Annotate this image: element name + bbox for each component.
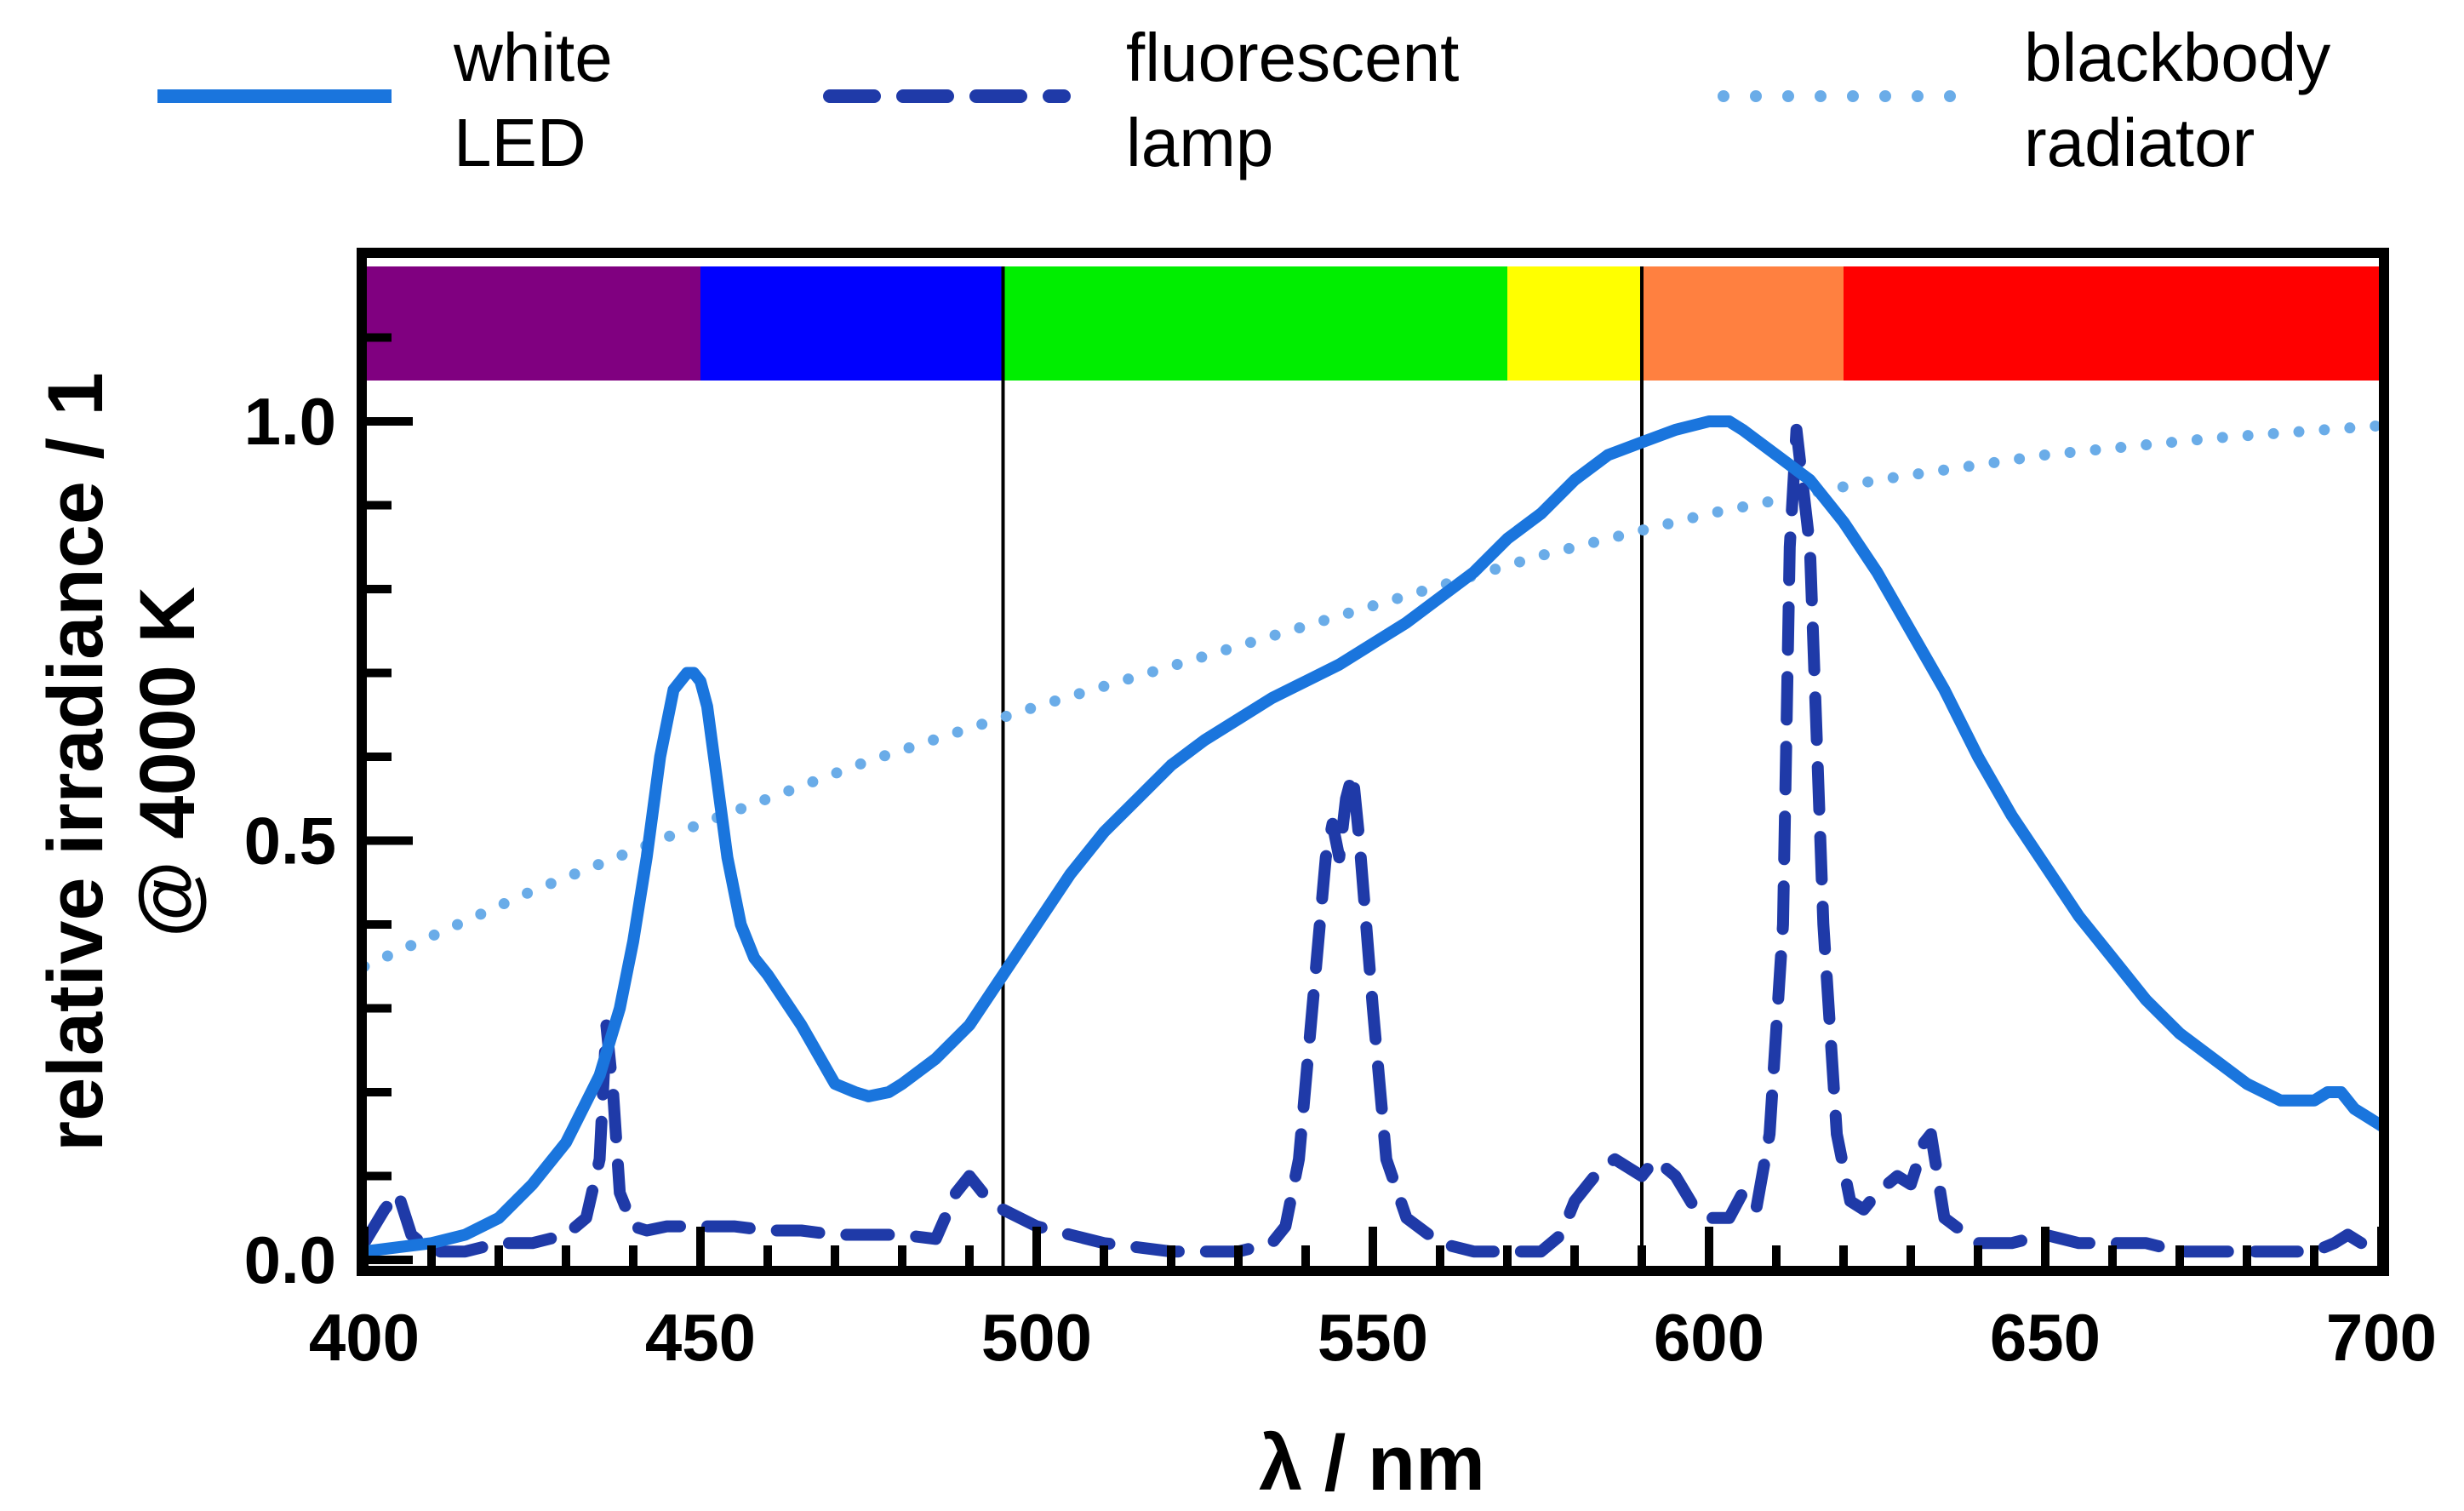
legend-label-white-led-2: LED xyxy=(454,105,586,180)
x-tick-label: 450 xyxy=(645,1300,756,1375)
legend-entry-fluorescent-lamp: fluorescent lamp xyxy=(823,20,1459,180)
x-tick-label: 500 xyxy=(981,1300,1092,1375)
visible-spectrum-bands xyxy=(364,266,2381,381)
color-band-2 xyxy=(1003,266,1507,381)
color-band-1 xyxy=(700,266,1003,381)
legend-label-fluorescent-lamp-2: lamp xyxy=(1126,105,1273,180)
legend-label-fluorescent-lamp-1: fluorescent xyxy=(1126,20,1459,95)
color-band-4 xyxy=(1642,266,1844,381)
color-band-3 xyxy=(1507,266,1642,381)
y-tick-label: 0.5 xyxy=(244,804,336,879)
y-tick-label: 0.0 xyxy=(244,1222,336,1297)
axis-ticks xyxy=(360,333,2386,1271)
x-tick-label: 400 xyxy=(309,1300,420,1375)
legend-entry-white-led: white LED xyxy=(157,20,613,180)
legend-label-white-led-1: white xyxy=(453,20,613,95)
color-band-0 xyxy=(364,266,700,381)
y-axis-title-line-2: @ 4000 K xyxy=(124,587,211,937)
x-axis-title: λ / nm xyxy=(1259,1420,1485,1507)
series-line-blackbody-radiator xyxy=(364,420,2381,972)
x-tick-label: 650 xyxy=(1990,1300,2101,1375)
series-line-white-led xyxy=(364,415,2381,1258)
tick-labels: 400 450 500 550 600 650 700 0.0 0.5 1.0 xyxy=(244,384,2438,1375)
series-line-fluorescent-lamp xyxy=(364,423,2381,1258)
region-dividers xyxy=(1001,266,1644,1268)
y-tick-label: 1.0 xyxy=(244,384,336,459)
color-band-5 xyxy=(1844,266,2381,381)
x-tick-label: 700 xyxy=(2326,1300,2437,1375)
legend-entry-blackbody-radiator: blackbody radiator xyxy=(1718,20,2330,180)
legend-label-blackbody-radiator-2: radiator xyxy=(2024,105,2255,180)
plot-area xyxy=(364,266,2381,1268)
y-axis-title-line-1: relative irradiance / 1 xyxy=(32,372,119,1151)
legend: white LED fluorescent lamp blackbody rad… xyxy=(157,20,2330,180)
plot-frame xyxy=(357,248,2389,1276)
x-tick-label: 550 xyxy=(1318,1300,1428,1375)
x-tick-label: 600 xyxy=(1654,1300,1764,1375)
legend-label-blackbody-radiator-1: blackbody xyxy=(2024,20,2330,95)
